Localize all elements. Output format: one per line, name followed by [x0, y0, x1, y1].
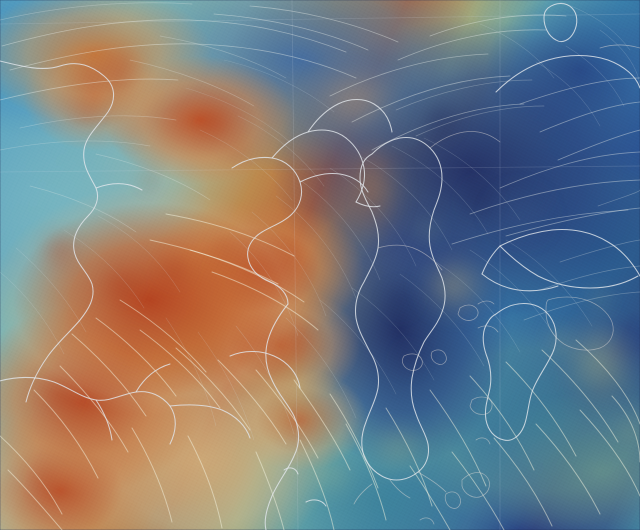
map-canvas[interactable]: Animated global weather map showing wind… [0, 0, 640, 530]
texture-grain [0, 0, 640, 530]
vignette-overlay [0, 0, 640, 530]
